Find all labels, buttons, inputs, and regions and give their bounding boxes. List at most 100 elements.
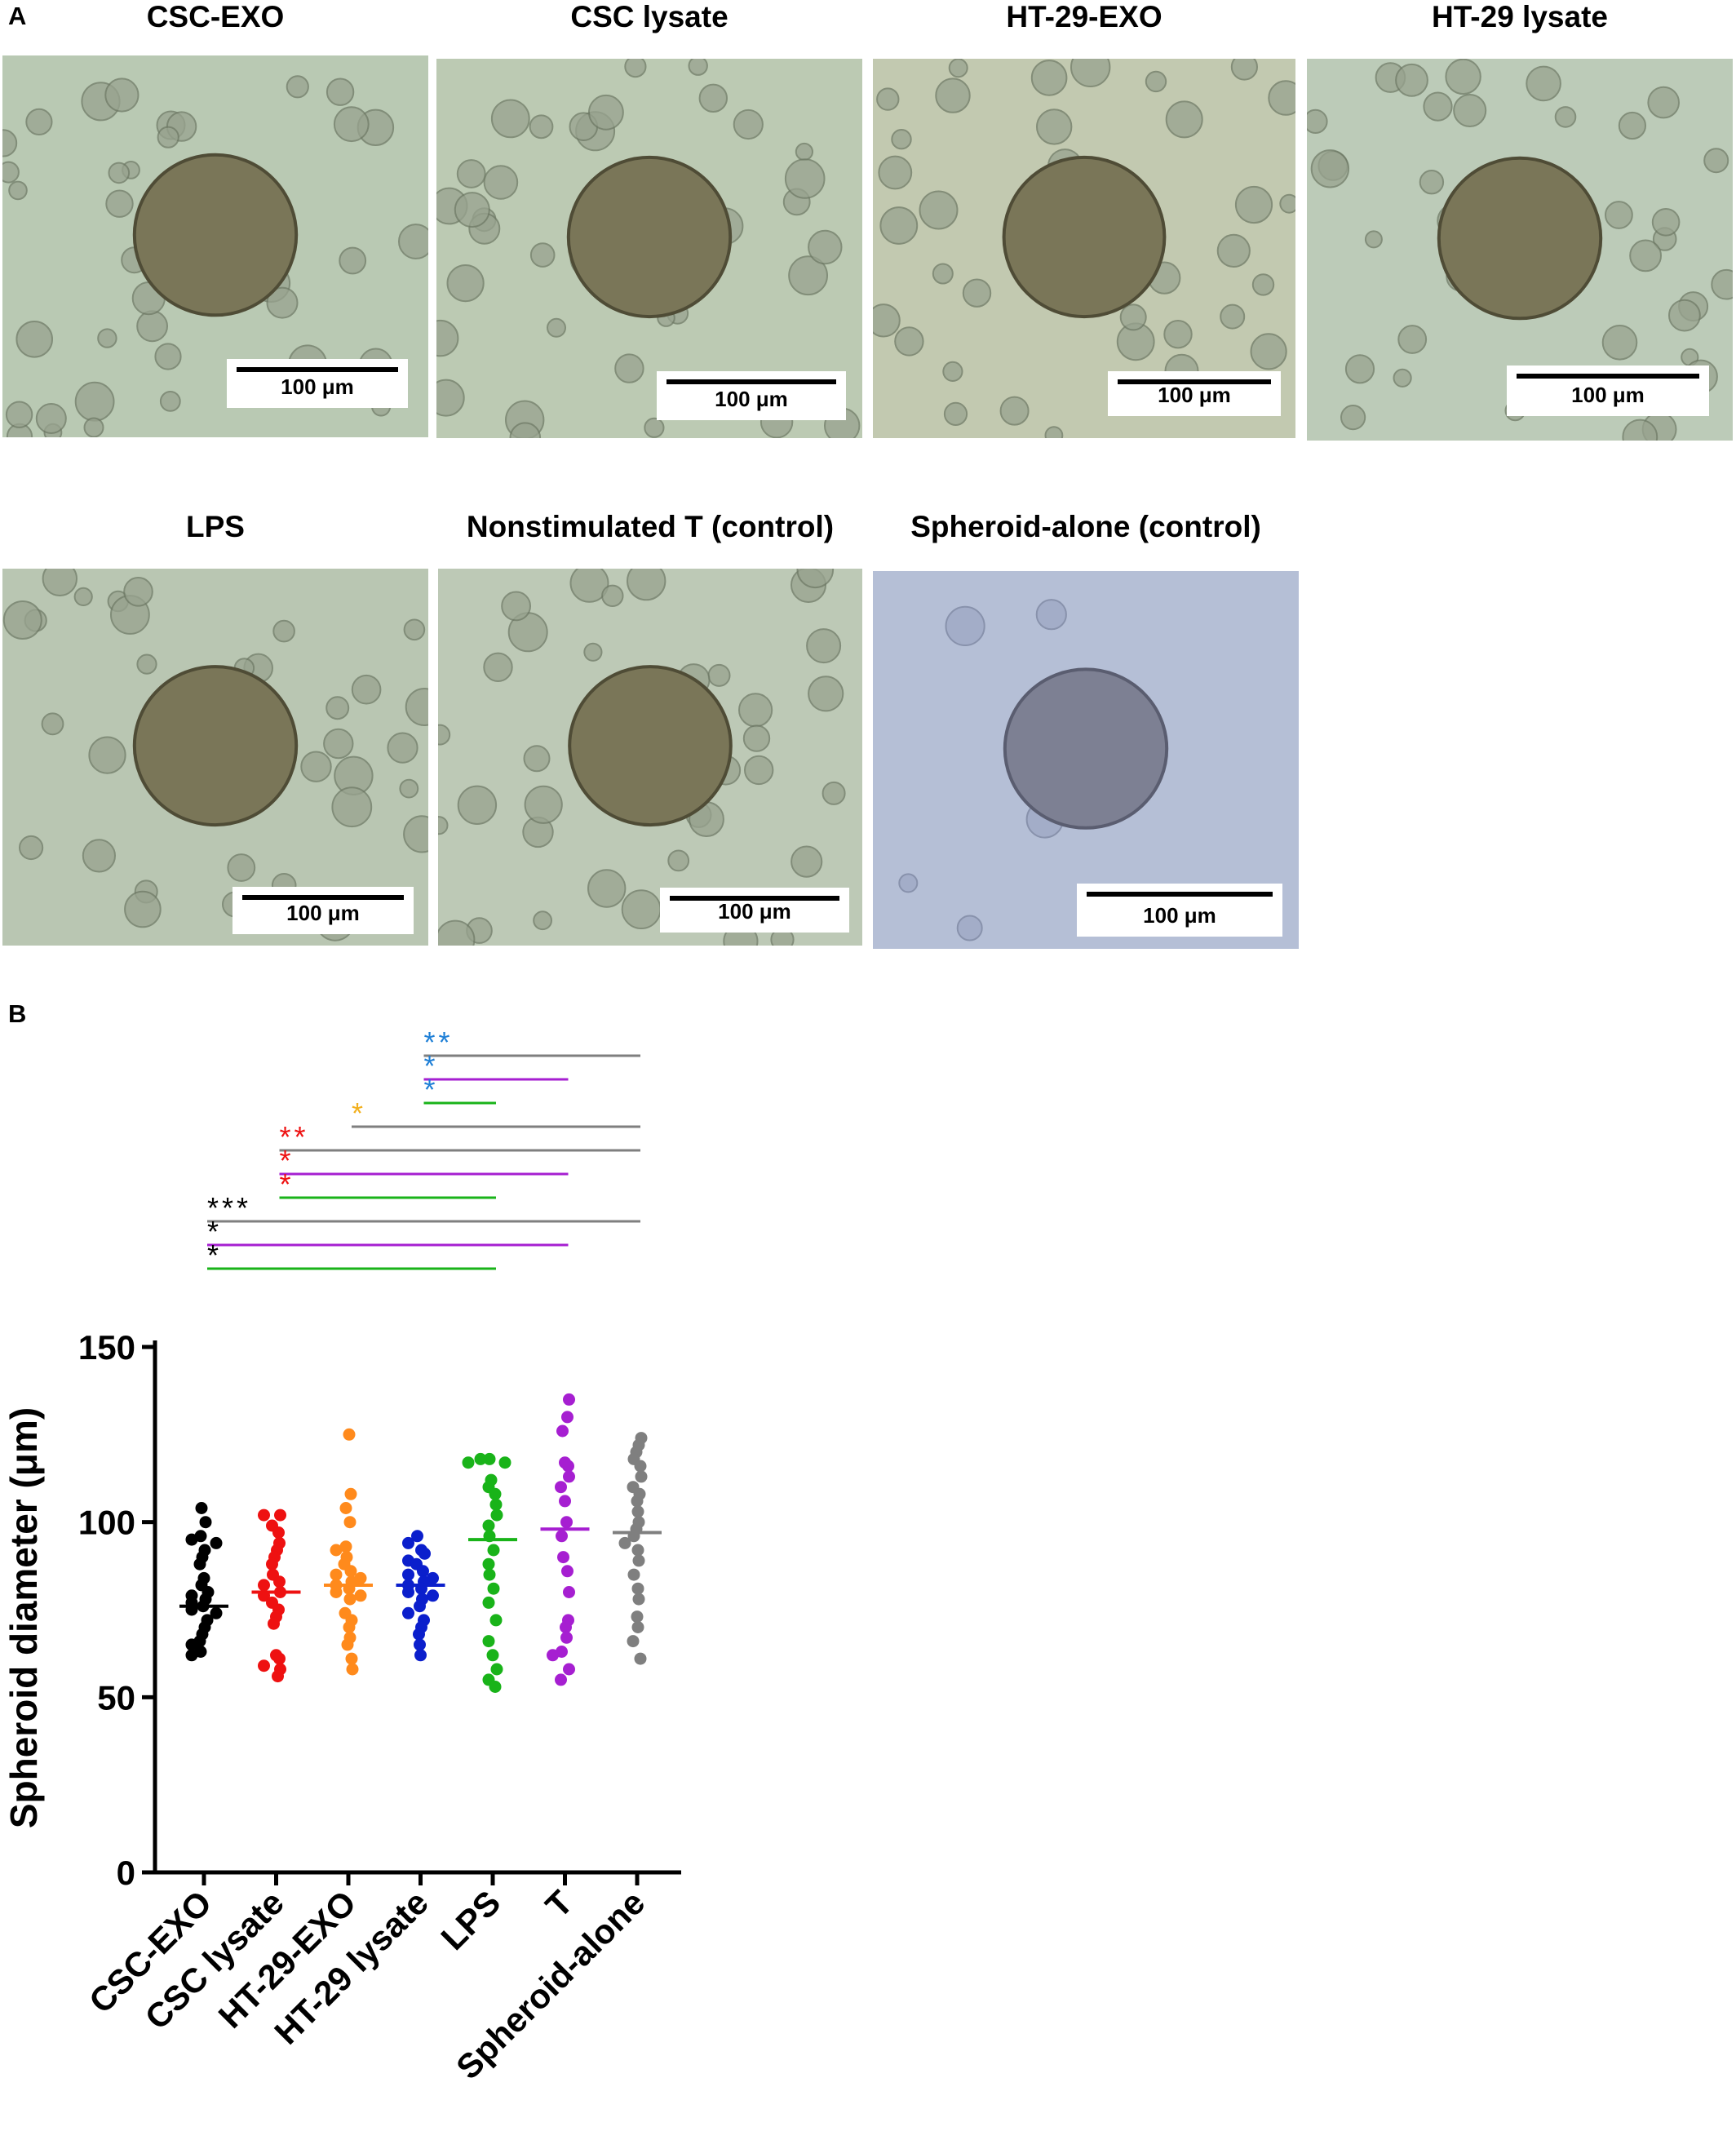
cell	[533, 910, 553, 931]
cell	[438, 816, 449, 835]
scale-bar-line	[1087, 892, 1273, 897]
cell	[74, 381, 115, 422]
data-point	[487, 1582, 500, 1595]
data-point	[185, 1533, 198, 1546]
data-point	[490, 1509, 503, 1522]
scale-bar: 100 μm	[1507, 366, 1709, 416]
panel-b-label: B	[8, 999, 27, 1028]
data-point	[632, 1554, 645, 1567]
significance-stars: *	[424, 1049, 439, 1083]
data-point	[354, 1589, 367, 1602]
data-point	[486, 1649, 499, 1662]
data-point	[482, 1519, 495, 1532]
cell	[339, 246, 367, 275]
cell	[1647, 86, 1681, 119]
data-point	[631, 1621, 644, 1633]
spheroid	[566, 155, 733, 319]
data-point	[482, 1635, 495, 1648]
micrograph-title: LPS	[186, 510, 245, 543]
cell	[956, 915, 983, 941]
cell	[1344, 354, 1375, 384]
significance-stars: *	[280, 1144, 294, 1177]
cell	[1526, 65, 1561, 102]
scale-bar-line	[670, 896, 839, 901]
cell	[1230, 59, 1258, 81]
significance-stars: **	[424, 1026, 454, 1059]
micrograph-spheroid-alone-control: Spheroid-alone (control) 100 μm	[873, 510, 1299, 949]
cell	[624, 59, 647, 78]
cell	[744, 755, 774, 786]
cell	[454, 192, 490, 228]
data-point	[561, 1411, 574, 1424]
spheroid	[132, 665, 299, 827]
data-point	[210, 1606, 223, 1619]
cell	[1397, 325, 1428, 354]
cell	[733, 109, 764, 140]
data-point	[489, 1614, 503, 1627]
cell	[1605, 201, 1633, 229]
cell	[1554, 106, 1577, 128]
significance-stars: *	[424, 1073, 439, 1106]
scale-bar-label: 100 μm	[286, 901, 360, 925]
micrograph-title: CSC lysate	[570, 0, 728, 33]
data-point	[258, 1579, 270, 1592]
cell	[932, 263, 954, 285]
cell	[1703, 148, 1729, 174]
scale-bar: 100 μm	[227, 359, 408, 408]
cell	[588, 94, 624, 131]
data-point	[634, 1460, 647, 1473]
data-point	[343, 1593, 356, 1606]
cell	[879, 206, 919, 245]
significance-stars: *	[352, 1097, 366, 1130]
cell	[405, 688, 428, 726]
cell	[333, 106, 370, 143]
data-point	[547, 1649, 559, 1662]
significance-stars: *	[207, 1215, 222, 1248]
cell	[446, 264, 485, 303]
data-point	[627, 1635, 640, 1648]
cell	[822, 781, 846, 805]
cell	[1070, 59, 1111, 87]
cell	[738, 693, 773, 728]
cell	[876, 87, 900, 111]
spheroid	[1002, 155, 1167, 319]
spheroid	[568, 665, 733, 827]
cell	[898, 873, 919, 893]
data-point	[559, 1495, 571, 1508]
data-point	[185, 1649, 198, 1662]
cell	[483, 652, 513, 683]
cell	[1145, 70, 1167, 93]
cell	[569, 569, 609, 603]
scale-bar-line	[237, 367, 398, 372]
x-tick-label: T	[538, 1883, 580, 1925]
data-point	[199, 1516, 212, 1529]
cell	[601, 584, 624, 607]
cell	[1251, 273, 1275, 296]
data-point	[618, 1536, 631, 1549]
data-point	[631, 1582, 644, 1595]
micrograph-csc-lysate: CSC lysate 100 μm	[436, 0, 862, 438]
data-point	[272, 1670, 284, 1683]
cell	[266, 286, 299, 319]
data-point	[258, 1509, 270, 1522]
cell	[227, 853, 256, 882]
micrograph-csc-exo: CSC-EXO 100 μm	[2, 0, 428, 437]
cell	[1036, 109, 1073, 145]
cell	[667, 849, 690, 872]
data-point	[344, 1487, 357, 1500]
data-point	[489, 1681, 502, 1693]
scale-bar-line	[1118, 379, 1271, 384]
cell	[108, 162, 131, 184]
x-tick-label: LPS	[433, 1883, 507, 1957]
data-point	[563, 1586, 575, 1598]
data-point	[195, 1502, 208, 1514]
data-point	[339, 1502, 352, 1514]
cell	[1629, 239, 1663, 272]
y-axis-label: Spheroid diameter (μm)	[2, 1407, 45, 1828]
cell	[1030, 60, 1068, 96]
cell	[403, 618, 426, 641]
cell	[323, 728, 354, 760]
y-tick-label: 0	[117, 1854, 135, 1892]
data-point	[474, 1452, 487, 1465]
y-tick-label: 150	[78, 1328, 135, 1367]
